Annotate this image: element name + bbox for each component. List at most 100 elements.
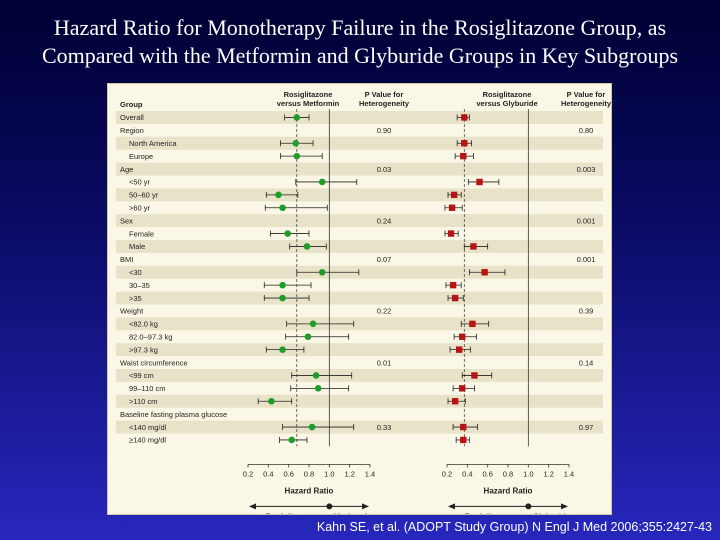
p-value-metformin: 0.33: [377, 423, 392, 432]
x-tick-label-glyburide: 0.2: [442, 469, 452, 478]
favors-arrow-dot-glyburide: [525, 503, 532, 510]
p-value-header-metformin: P Value for: [365, 90, 404, 99]
point-estimate-glyburide: [456, 346, 463, 353]
p-value-metformin: 0.22: [377, 307, 392, 316]
p-value-glyburide: 0.001: [577, 255, 596, 264]
p-value-metformin: 0.24: [377, 216, 392, 225]
favors-right-label-metformin: Metformin: [333, 512, 372, 514]
p-value-metformin: 0.01: [377, 358, 392, 367]
p-value-metformin: 0.07: [377, 255, 392, 264]
p-value-glyburide: 0.003: [577, 165, 596, 174]
row-stripe: [116, 214, 603, 228]
point-estimate-glyburide: [460, 436, 467, 444]
row-label: Region: [120, 126, 144, 135]
favors-left-label-metformin: Rosiglitazone: [266, 512, 319, 514]
p-value-glyburide: 0.001: [577, 216, 596, 225]
x-tick-label-metformin: 1.2: [344, 469, 354, 478]
x-tick-label-glyburide: 1.2: [543, 469, 553, 478]
row-label: Age: [120, 165, 133, 174]
point-estimate-metformin: [275, 191, 282, 199]
p-value-header-glyburide: P Value for: [567, 90, 606, 99]
x-tick-label-glyburide: 1.4: [564, 469, 574, 478]
p-value-glyburide: 0.97: [579, 423, 594, 432]
favors-arrow-right-metformin: [362, 503, 369, 510]
row-label: BMI: [120, 255, 133, 264]
row-label: ≥140 mg/dl: [129, 436, 166, 445]
slide-title: Hazard Ratio for Monotherapy Failure in …: [0, 14, 720, 70]
row-label: Waist circumference: [120, 358, 188, 367]
comparison-header-glyburide-line2: versus Glyburide: [476, 99, 537, 108]
point-estimate-metformin: [293, 114, 301, 121]
row-label: Sex: [120, 216, 133, 225]
slide-title-line-1: Hazard Ratio for Monotherapy Failure in …: [53, 15, 667, 40]
row-stripe: [116, 265, 603, 279]
point-estimate-metformin: [279, 281, 286, 289]
point-estimate-glyburide: [476, 178, 483, 186]
row-label: Baseline fasting plasma glucose: [120, 410, 227, 419]
point-estimate-metformin: [303, 243, 311, 250]
point-estimate-glyburide: [481, 269, 488, 276]
point-estimate-metformin: [292, 139, 300, 147]
p-value-header-metformin-line2: Heterogeneity: [359, 99, 410, 108]
x-tick-label-metformin: 0.6: [283, 469, 293, 478]
row-label: <82.0 kg: [129, 320, 158, 329]
point-estimate-glyburide: [447, 230, 455, 237]
point-estimate-metformin: [279, 346, 286, 353]
point-estimate-glyburide: [460, 152, 467, 160]
x-tick-label-metformin: 0.4: [263, 469, 273, 478]
point-estimate-metformin: [318, 268, 326, 276]
x-tick-label-metformin: 1.4: [365, 469, 375, 478]
citation: Kahn SE, et al. (ADOPT Study Group) N En…: [316, 520, 712, 534]
favors-arrow-left-glyburide: [448, 503, 455, 510]
row-label: 30–35: [129, 281, 150, 290]
point-estimate-glyburide: [471, 372, 478, 379]
x-tick-label-glyburide: 0.8: [503, 469, 513, 478]
p-value-glyburide: 0.80: [579, 126, 594, 135]
point-estimate-metformin: [268, 397, 275, 405]
p-value-glyburide: 0.14: [579, 358, 594, 367]
row-label: >35: [129, 294, 142, 303]
group-column-header: Group: [120, 100, 143, 109]
row-stripe: [116, 111, 603, 124]
row-label: >60 yr: [129, 203, 151, 212]
row-label: Weight: [120, 307, 144, 316]
slide-title-line-2: Compared with the Metformin and Glyburid…: [41, 43, 679, 68]
row-stripe: [116, 136, 603, 150]
comparison-header-metformin: Rosiglitazone: [284, 90, 333, 99]
x-tick-label-glyburide: 0.4: [462, 469, 472, 478]
point-estimate-metformin: [318, 178, 326, 186]
point-estimate-metformin: [288, 436, 296, 444]
comparison-header-glyburide: Rosiglitazone: [483, 90, 532, 99]
row-stripe: [116, 240, 603, 253]
favors-right-label-glyburide: Glyburide: [533, 512, 571, 514]
row-stripe: [116, 343, 603, 357]
x-tick-label-metformin: 0.8: [304, 469, 314, 478]
row-label: 99–110 cm: [129, 384, 166, 393]
row-label: >97.3 kg: [129, 345, 158, 354]
forest-plot-figure: Group Rosiglitazone versus Metformin P Valu…: [107, 83, 612, 515]
point-estimate-glyburide: [459, 385, 466, 392]
x-axis-label-metformin: Hazard Ratio: [285, 486, 334, 495]
row-stripe: [116, 162, 603, 176]
row-label: Female: [129, 229, 154, 238]
point-estimate-glyburide: [451, 294, 459, 302]
row-label: <99 cm: [129, 371, 154, 380]
row-label: <140 mg/dl: [129, 423, 167, 432]
point-estimate-glyburide: [461, 114, 468, 121]
row-label: >110 cm: [129, 397, 157, 406]
row-stripe: [116, 394, 603, 408]
favors-left-label-glyburide: Rosiglitazone: [465, 512, 518, 514]
point-estimate-metformin: [314, 385, 322, 392]
row-label: 50–60 yr: [129, 191, 159, 200]
row-stripe: [116, 291, 603, 305]
favors-arrow-right-glyburide: [561, 503, 568, 510]
point-estimate-metformin: [293, 152, 301, 160]
point-estimate-metformin: [309, 320, 317, 328]
row-label: Male: [129, 242, 145, 251]
row-label: North America: [129, 139, 177, 148]
point-estimate-metformin: [312, 372, 320, 379]
point-estimate-glyburide: [461, 140, 468, 147]
point-estimate-glyburide: [459, 333, 466, 340]
p-value-header-glyburide-line2: Heterogeneity: [561, 99, 611, 108]
